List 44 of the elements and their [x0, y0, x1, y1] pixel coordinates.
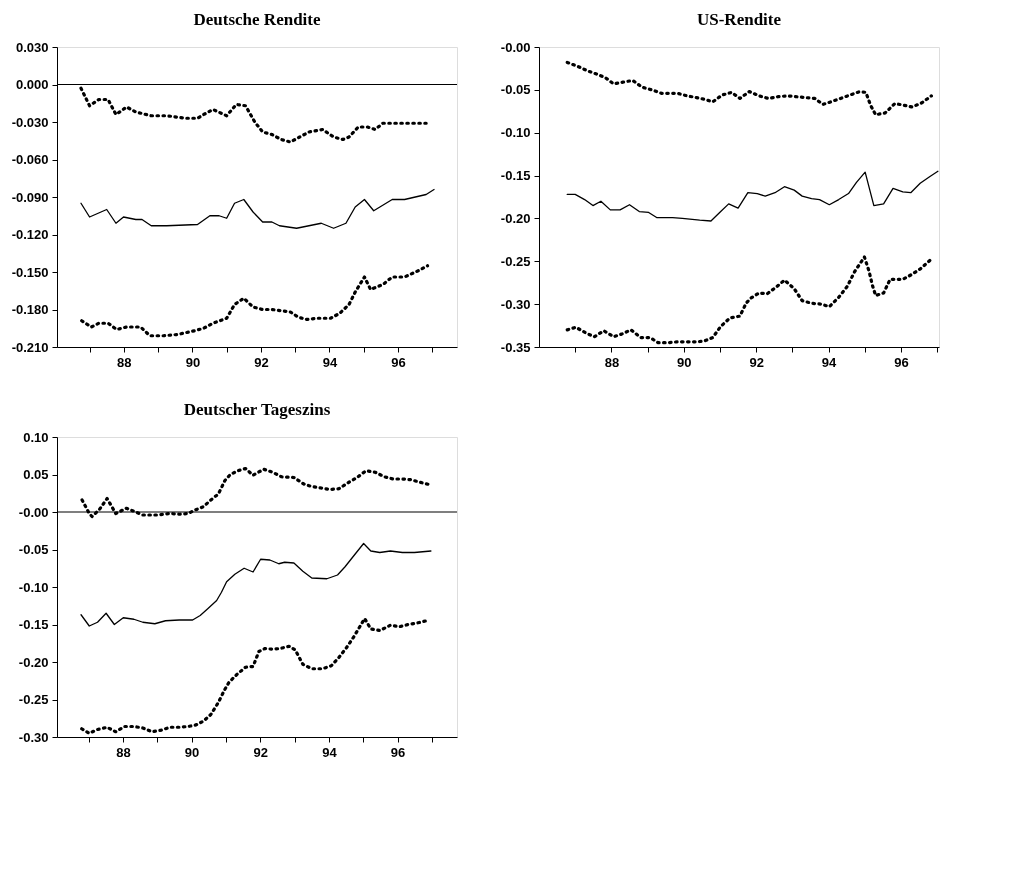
y-tick-label: -0.10: [500, 125, 531, 141]
y-tick-label: -0.00: [500, 39, 531, 55]
x-tick-label: 88: [604, 354, 620, 370]
chart-title: US-Rendite: [696, 10, 782, 29]
x-tick-label: 88: [117, 354, 132, 370]
y-tick-label: -0.10: [18, 579, 49, 595]
y-tick-label: -0.180: [11, 302, 49, 317]
x-tick-label: 92: [749, 354, 764, 370]
y-tick-label: -0.15: [18, 617, 49, 632]
y-tick-label: -0.060: [11, 152, 49, 167]
y-tick-label: -0.30: [500, 296, 531, 312]
y-tick-label: 0.05: [23, 467, 49, 482]
y-tick-label: -0.00: [18, 504, 49, 520]
x-tick-label: 92: [253, 744, 268, 760]
y-tick-label: -0.210: [11, 339, 49, 355]
y-tick-label: -0.30: [18, 729, 49, 745]
y-tick-label: -0.120: [11, 227, 49, 242]
chart-title: Deutscher Tageszins: [183, 400, 331, 419]
y-tick-label: -0.35: [500, 339, 531, 355]
y-tick-label: -0.05: [500, 82, 531, 98]
y-tick-label: -0.25: [500, 253, 531, 269]
y-tick-label: 0.000: [15, 77, 49, 92]
x-tick-label: 90: [185, 354, 201, 370]
y-tick-label: -0.20: [18, 654, 49, 670]
y-tick-label: -0.20: [500, 210, 531, 226]
y-tick-label: 0.10: [23, 429, 49, 445]
x-tick-label: 96: [894, 354, 909, 370]
x-tick-label: 96: [390, 744, 406, 760]
y-tick-label: -0.030: [11, 114, 49, 130]
x-tick-label: 94: [322, 354, 338, 370]
y-tick-label: -0.25: [18, 692, 49, 707]
x-tick-label: 94: [821, 354, 838, 370]
y-tick-label: -0.15: [500, 168, 531, 184]
x-tick-label: 88: [116, 744, 131, 760]
y-tick-label: 0.030: [15, 39, 49, 55]
x-tick-label: 90: [677, 354, 692, 370]
x-tick-label: 96: [391, 354, 406, 370]
x-tick-label: 94: [322, 744, 338, 760]
x-tick-label: 90: [184, 744, 200, 760]
x-tick-label: 92: [254, 354, 269, 370]
y-tick-label: -0.05: [18, 542, 49, 557]
chart-title: Deutsche Rendite: [193, 10, 321, 29]
y-tick-label: -0.150: [11, 264, 49, 280]
y-tick-label: -0.090: [11, 189, 49, 205]
